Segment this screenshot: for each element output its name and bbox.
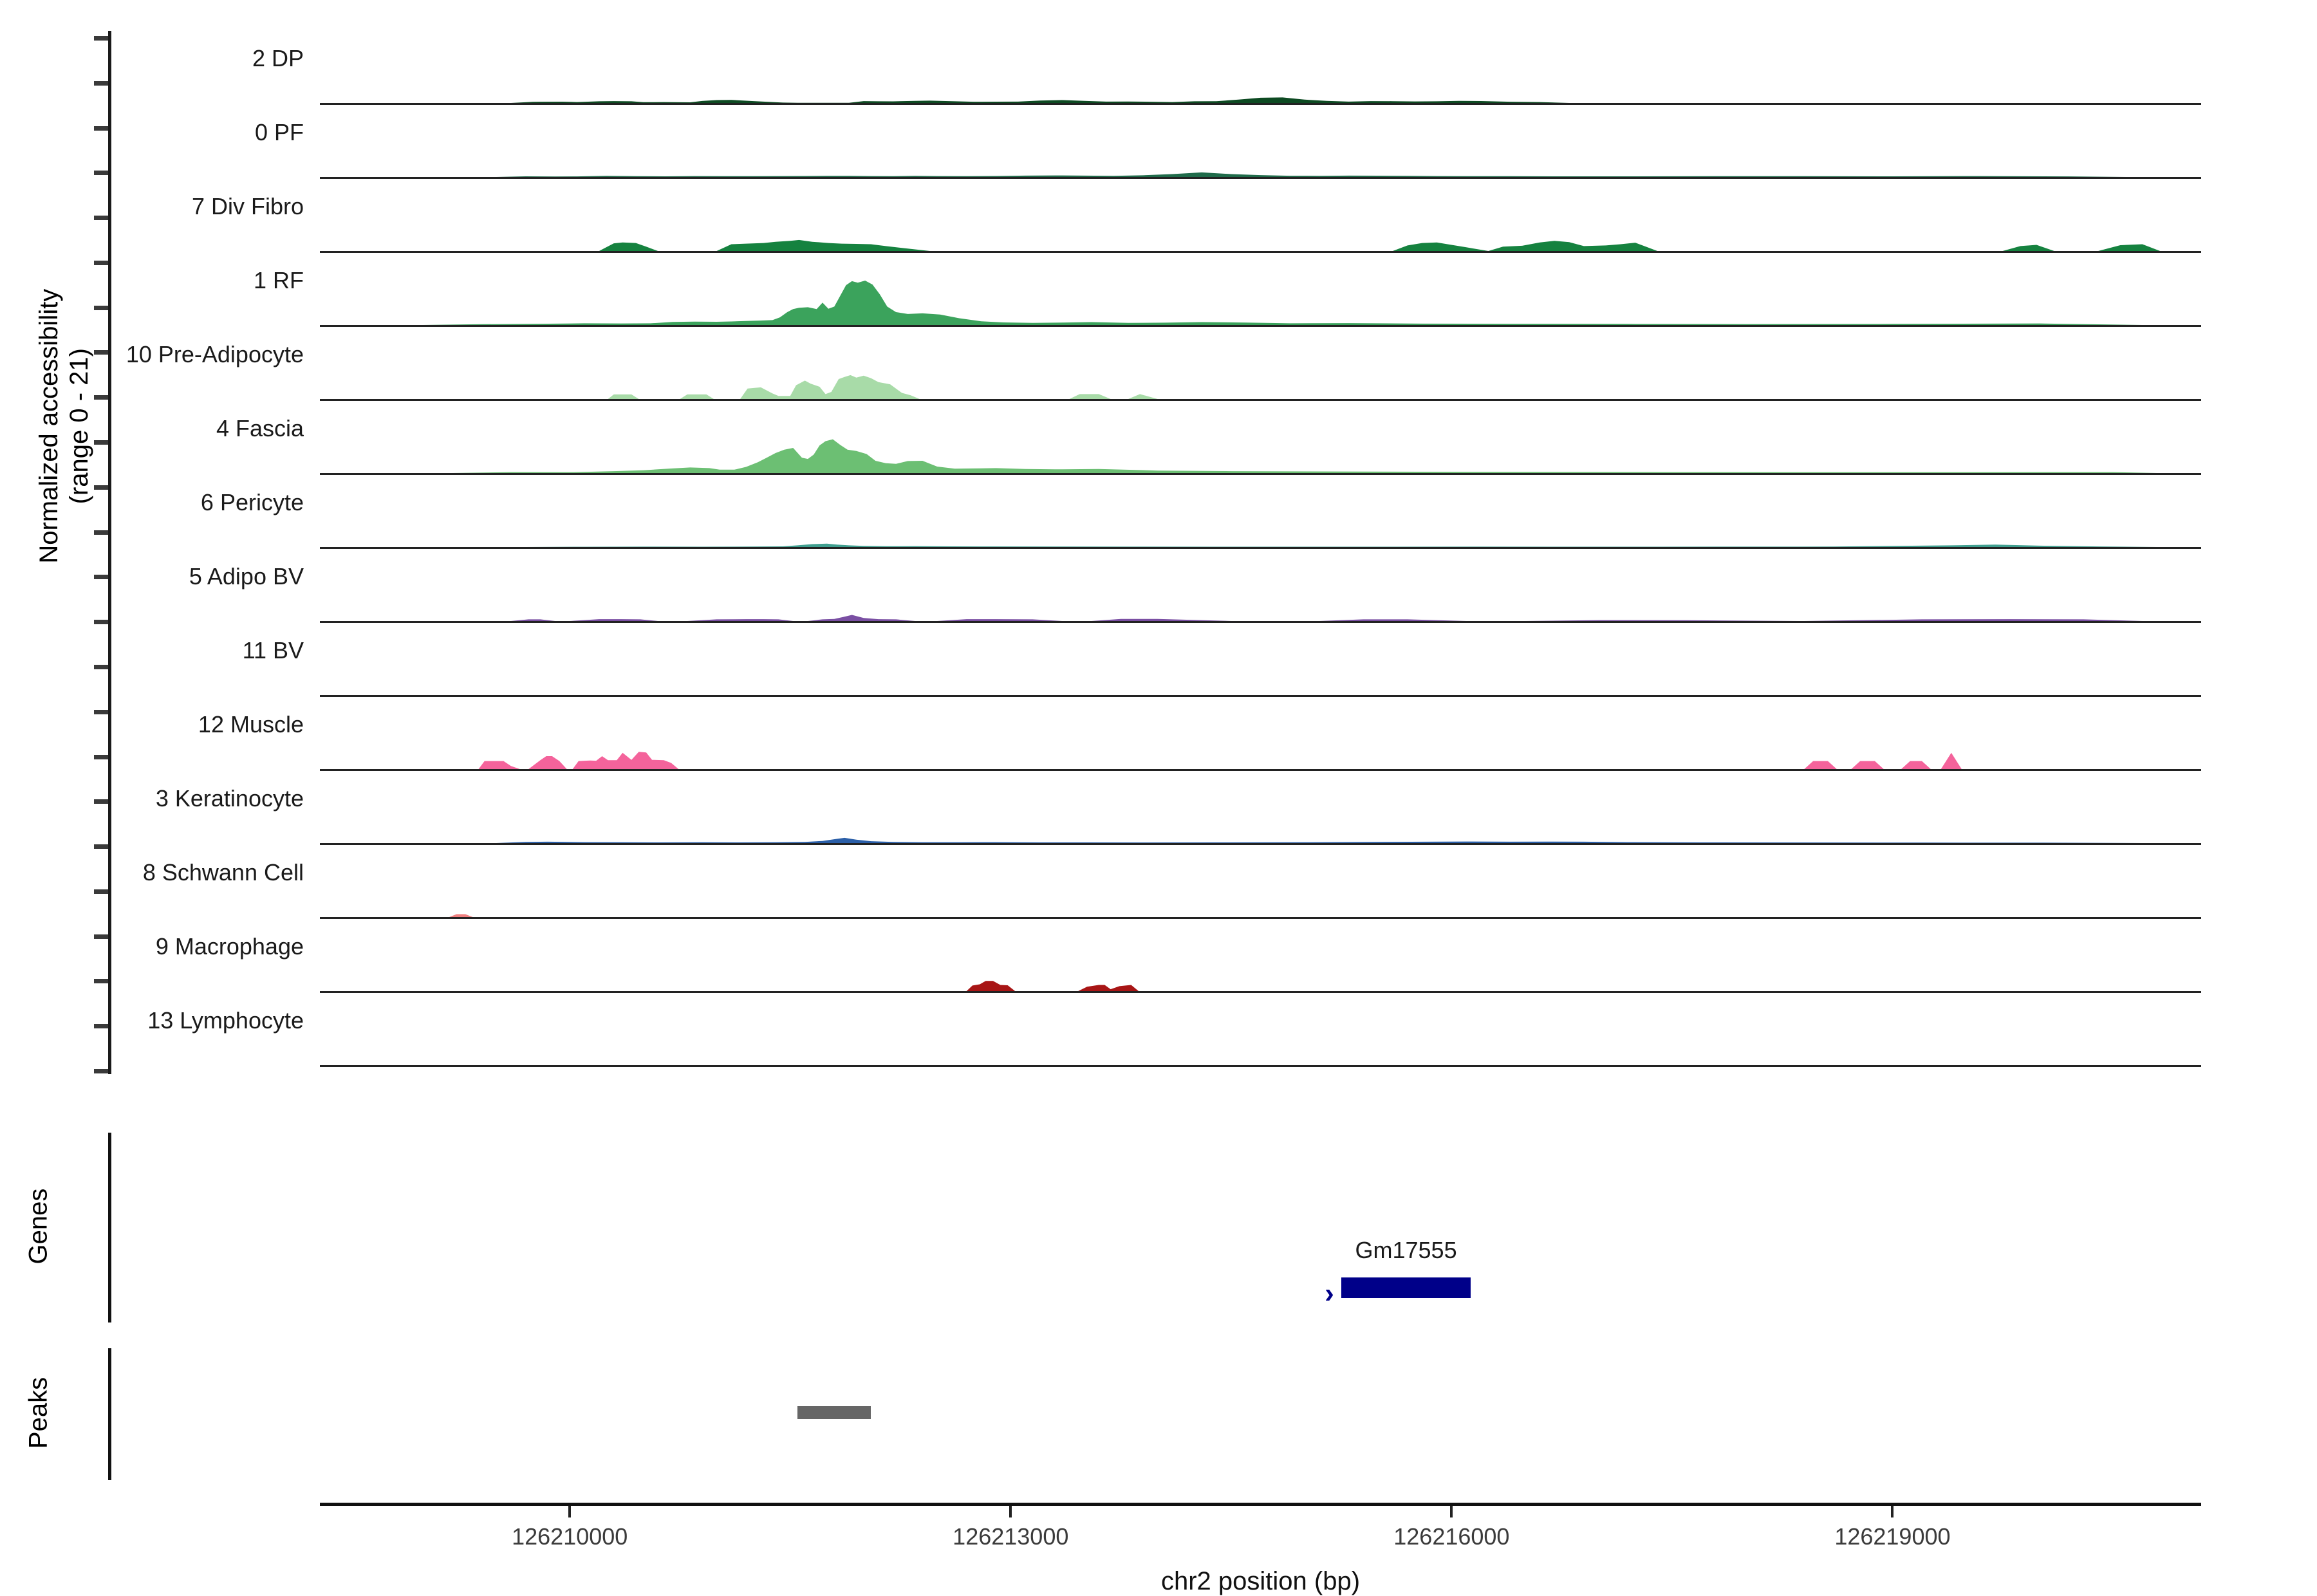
genome-browser-figure: Normalized accessibility (range 0 - 21) … [0,31,2317,1595]
accessibility-axis-tick [94,125,108,131]
track-baseline [320,547,2201,549]
accessibility-axis-tick [94,485,108,490]
accessibility-axis-tick [94,575,108,580]
track-label-keratinocyte: 3 Keratinocyte [155,785,304,812]
x-axis-tick-label: 126210000 [512,1523,628,1550]
x-axis-title: chr2 position (bp) [1160,1567,1361,1595]
track-label-pre-adipocyte: 10 Pre-Adipocyte [126,341,304,367]
track-label-lymphocyte: 13 Lymphocyte [147,1007,304,1034]
gene-body-bar[interactable] [1341,1277,1471,1298]
x-axis-line [320,1503,2201,1506]
track-baseline [320,843,2201,845]
track-signal-adipo-bv [0,557,2317,622]
peaks-section-label: Peaks [24,1377,53,1449]
x-axis-tick-label: 126216000 [1393,1523,1510,1550]
track-signal-div-fibro [0,187,2317,252]
accessibility-axis-tick [94,664,108,669]
track-signal-pre-adipocyte [0,335,2317,400]
track-signal-muscle [0,705,2317,770]
x-axis-tick-label: 126213000 [953,1523,1069,1550]
track-baseline [320,399,2201,401]
genes-section-label: Genes [24,1188,53,1264]
track-signal-rf [0,261,2317,326]
accessibility-axis-tick [94,80,108,86]
accessibility-axis-tick [94,260,108,265]
track-label-bv: 11 BV [242,637,304,663]
track-signal-fascia [0,409,2317,474]
accessibility-axis-tick [94,1024,108,1029]
accessibility-axis-tick [94,216,108,221]
accessibility-axis-tick [94,1069,108,1073]
accessibility-axis-tick [94,709,108,714]
accessibility-axis-tick [94,979,108,984]
track-signal-schwann-cell [0,853,2317,918]
track-label-schwann-cell: 8 Schwann Cell [142,859,304,886]
track-label-muscle: 12 Muscle [198,711,304,738]
x-axis-tick [1450,1506,1453,1517]
accessibility-axis-tick [94,889,108,894]
gene-strand-arrow-icon: › [1325,1277,1334,1309]
accessibility-axis-tick [94,620,108,625]
track-signal-dp [0,39,2317,104]
accessibility-axis-tick [94,350,108,355]
track-baseline [320,917,2201,919]
track-label-adipo-bv: 5 Adipo BV [189,563,304,589]
track-signal-macrophage [0,927,2317,992]
gene-name-label: Gm17555 [1355,1237,1457,1263]
track-baseline [320,103,2201,105]
x-axis-tick [1009,1506,1012,1517]
peaks-axis-spine [108,1348,111,1480]
genes-axis-spine [108,1133,111,1322]
accessibility-axis-tick [94,171,108,176]
track-label-dp: 2 DP [252,45,304,71]
track-baseline [320,621,2201,623]
x-axis-tick [568,1506,572,1517]
track-label-fascia: 4 Fascia [216,415,304,441]
accessibility-axis-tick [94,395,108,400]
accessibility-axis-tick [94,799,108,804]
accessibility-axis-tick [94,305,108,310]
track-baseline [320,991,2201,993]
track-label-macrophage: 9 Macrophage [155,933,304,960]
track-signal-pericyte [0,483,2317,548]
track-baseline [320,251,2201,253]
accessibility-axis-tick [94,754,108,759]
track-baseline [320,177,2201,179]
accessibility-axis-tick [94,440,108,445]
track-signal-pf [0,113,2317,178]
accessibility-axis-bar [108,31,111,1074]
track-baseline [320,473,2201,475]
accessibility-axis-tick [94,530,108,535]
track-baseline [320,325,2201,327]
track-baseline [320,695,2201,697]
peak-region-bar[interactable] [797,1406,871,1419]
track-label-div-fibro: 7 Div Fibro [191,193,304,219]
track-baseline [320,769,2201,771]
x-axis-tick [1891,1506,1894,1517]
accessibility-axis-tick [94,934,108,939]
track-label-pericyte: 6 Pericyte [200,489,304,515]
track-signal-keratinocyte [0,779,2317,844]
track-label-rf: 1 RF [253,267,304,293]
track-label-pf: 0 PF [254,119,304,145]
track-baseline [320,1065,2201,1067]
accessibility-axis-tick [94,36,108,41]
accessibility-axis-tick [94,844,108,849]
x-axis-tick-label: 126219000 [1834,1523,1951,1550]
